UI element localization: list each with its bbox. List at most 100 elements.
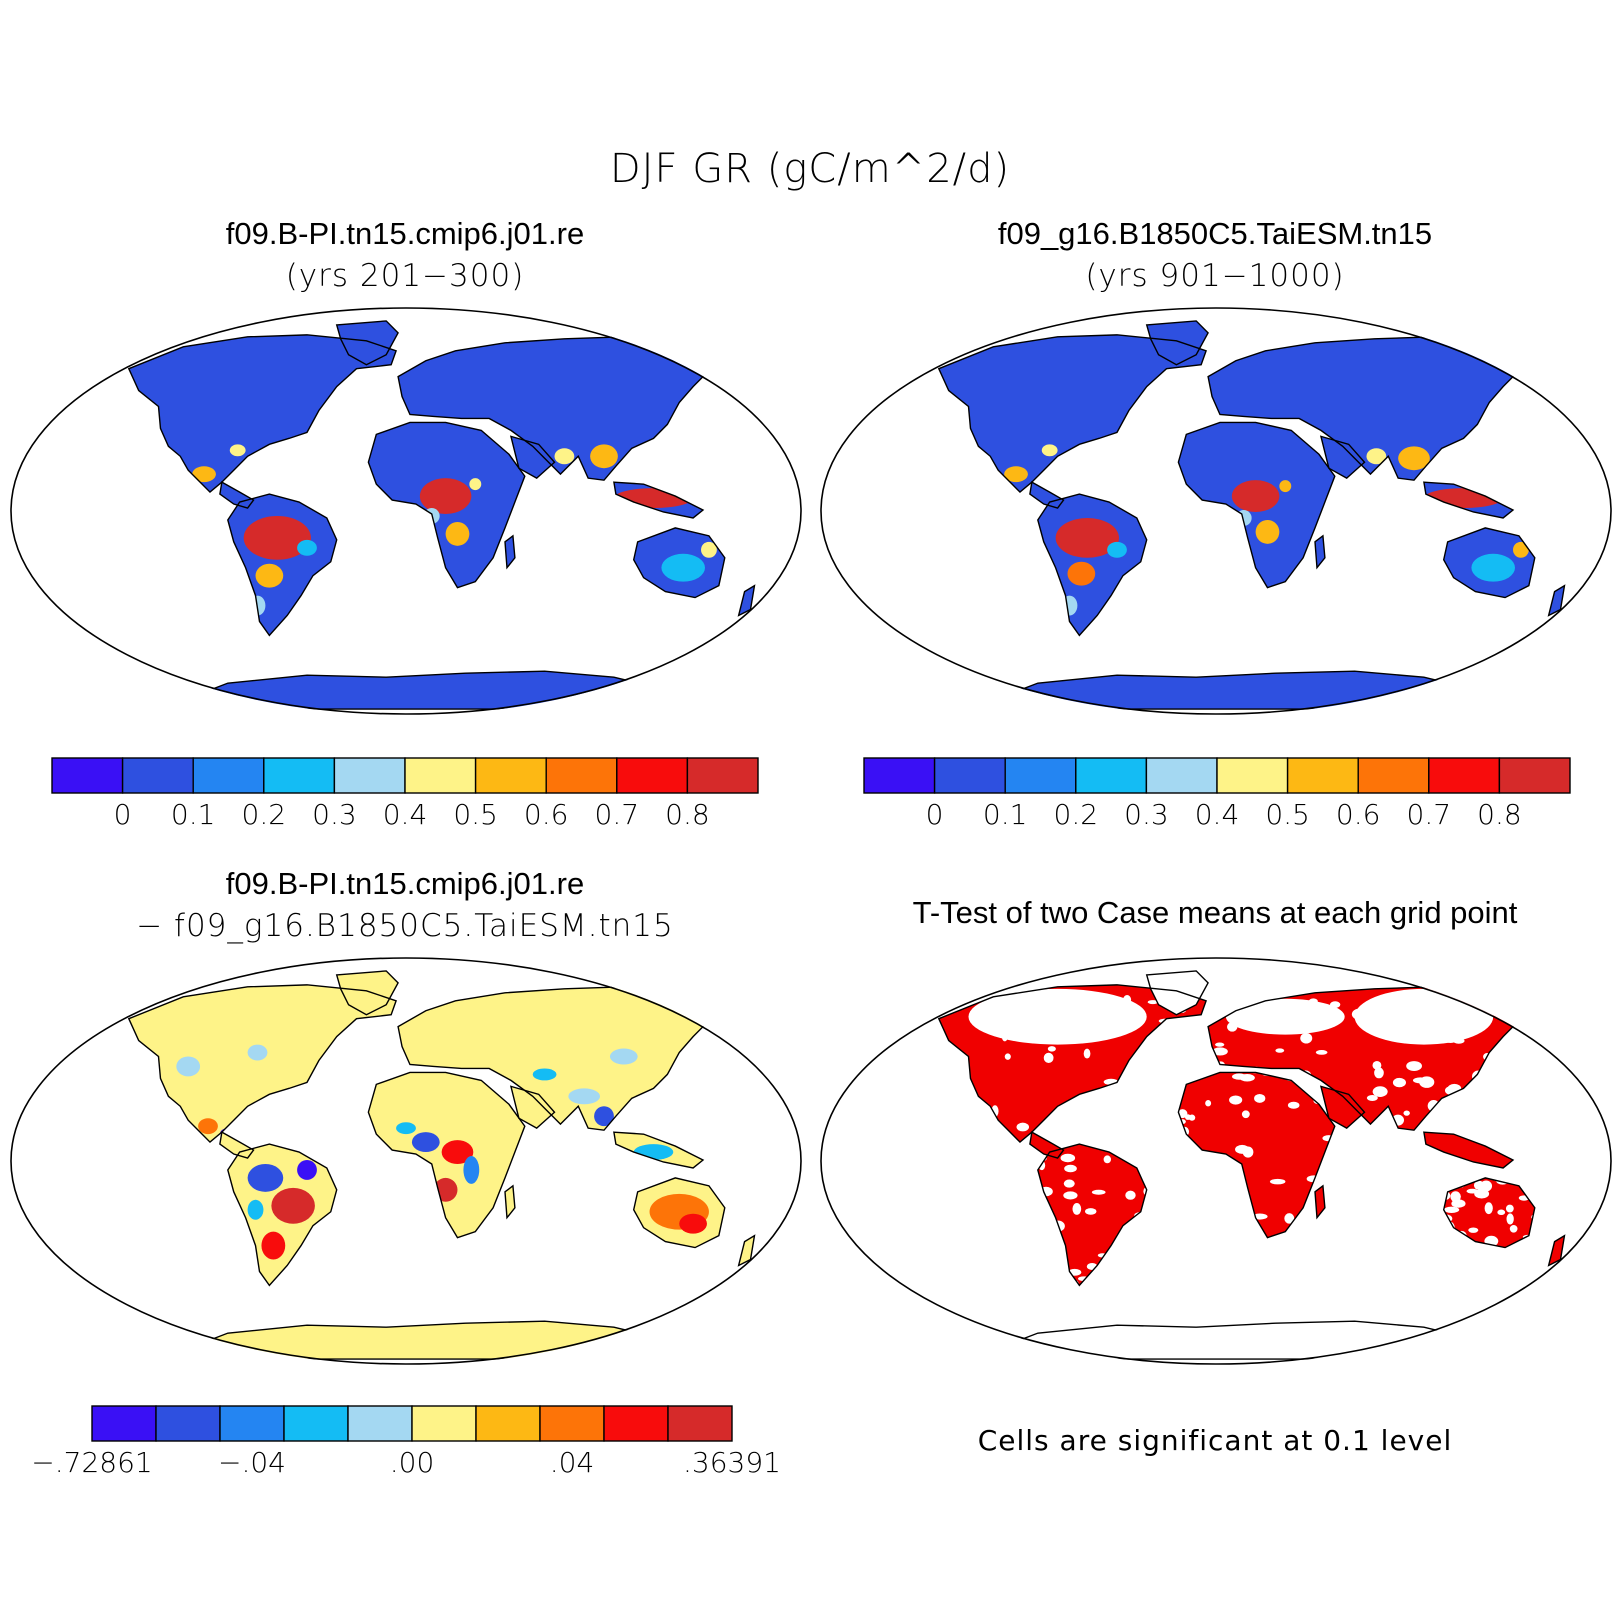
coast-southAmerica bbox=[228, 1144, 337, 1285]
coast-africa bbox=[368, 422, 524, 587]
map-frame-diff bbox=[11, 958, 801, 1364]
nonsig-cell bbox=[968, 988, 1147, 1045]
coast-indonesia bbox=[1424, 1132, 1513, 1168]
land-eurasia bbox=[398, 336, 723, 481]
coast-indonesia bbox=[614, 1132, 703, 1168]
nonsig-cell bbox=[1043, 1052, 1054, 1063]
field-patch bbox=[532, 1068, 557, 1081]
field-patch bbox=[1055, 517, 1119, 558]
panel-title-case1: f09.B-PI.tn15.cmip6.j01.re bbox=[225, 216, 585, 251]
land-arabia bbox=[510, 436, 555, 479]
coast-madagascar bbox=[1315, 536, 1325, 568]
coast-indonesia bbox=[1424, 482, 1513, 518]
field-patch bbox=[445, 521, 470, 546]
nonsig-cell bbox=[1125, 1190, 1136, 1200]
nonsig-cell bbox=[1480, 1180, 1493, 1192]
field-patch bbox=[594, 1106, 614, 1127]
coast-eurasia bbox=[1208, 337, 1533, 480]
field-patch bbox=[1004, 466, 1028, 483]
nonsig-cell bbox=[1064, 1164, 1077, 1173]
field-patch bbox=[229, 444, 246, 457]
colorbar-tick-label: −.72861 bbox=[31, 1446, 152, 1479]
field-patch bbox=[1513, 541, 1529, 558]
nonsig-cell bbox=[1225, 998, 1345, 1035]
nonsig-cell bbox=[1229, 1095, 1243, 1105]
nonsig-cell bbox=[1451, 1199, 1466, 1208]
coast-australia bbox=[1444, 528, 1535, 598]
colorbar-box bbox=[1498, 757, 1571, 794]
colorbar-tick-label: 0.1 bbox=[171, 798, 216, 831]
nonsig-cell bbox=[1354, 988, 1494, 1045]
nonsig-cell bbox=[1403, 1110, 1410, 1116]
colorbar-box bbox=[616, 757, 689, 794]
colorbar-box bbox=[545, 757, 618, 794]
colorbar-tick-label: .04 bbox=[550, 1446, 595, 1479]
field-patch bbox=[441, 1140, 474, 1164]
field-patch bbox=[1231, 480, 1280, 512]
field-patch bbox=[661, 553, 705, 582]
map-case2 bbox=[820, 307, 1612, 715]
coast-southAmerica bbox=[228, 494, 337, 635]
field-patch bbox=[247, 1163, 284, 1192]
colorbar-case1: 0 0.1 0.2 0.3 0.4 0.5 0.6 0.7 0.8 bbox=[51, 757, 759, 831]
nonsig-cell bbox=[1506, 1213, 1514, 1225]
field-patch bbox=[271, 1187, 315, 1224]
map-content-case2 bbox=[820, 307, 1612, 715]
map-frame-case1 bbox=[11, 308, 801, 714]
coast-eurasia bbox=[398, 337, 723, 480]
map-content-case1 bbox=[10, 307, 802, 715]
nonsig-cell bbox=[1419, 1076, 1435, 1088]
land-arabia bbox=[1320, 436, 1365, 479]
map-content-diff bbox=[10, 957, 802, 1365]
coast-greenland bbox=[1147, 971, 1208, 1015]
field-patch bbox=[396, 1122, 416, 1135]
land-africa bbox=[1178, 1072, 1335, 1238]
colorbar-tick-label: 0.5 bbox=[1265, 798, 1310, 831]
colorbar-box bbox=[333, 757, 406, 794]
panel-title-diff: f09.B-PI.tn15.cmip6.j01.re bbox=[225, 866, 585, 901]
nonsig-cell bbox=[1241, 1110, 1250, 1119]
ttest-caption: Cells are significant at 0.1 level bbox=[977, 1424, 1453, 1457]
coast-northAmerica bbox=[129, 335, 396, 492]
field-patch bbox=[198, 1118, 218, 1135]
field-eurasia bbox=[1366, 446, 1430, 471]
colorbar-tick-label: 0.2 bbox=[1054, 798, 1099, 831]
land-indonesia bbox=[1423, 1132, 1513, 1168]
field-patch bbox=[176, 1056, 201, 1077]
colorbar-tick-label: 0.8 bbox=[1477, 798, 1522, 831]
field-patch bbox=[1471, 553, 1515, 582]
colorbar-tick-label: 0.7 bbox=[1407, 798, 1452, 831]
colorbar-tick-label: 0.4 bbox=[383, 798, 428, 831]
coast-greenland bbox=[337, 971, 398, 1015]
field-patch bbox=[1398, 446, 1430, 471]
colorbar-tick-label: 0.3 bbox=[1124, 798, 1169, 831]
colorbar-box bbox=[863, 757, 936, 794]
nonsig-cell bbox=[1284, 1213, 1295, 1224]
colorbar-tick-label: .00 bbox=[390, 1446, 435, 1479]
colorbar-box bbox=[539, 1405, 605, 1442]
colorbar-case2: 0 0.1 0.2 0.3 0.4 0.5 0.6 0.7 0.8 bbox=[863, 757, 1571, 831]
nonsig-cell bbox=[1004, 1053, 1011, 1060]
field-patch bbox=[247, 1199, 264, 1220]
field-patch bbox=[261, 1231, 286, 1260]
coast-australia bbox=[634, 1178, 725, 1248]
field-patch bbox=[411, 1132, 440, 1153]
colorbar-box bbox=[1004, 757, 1077, 794]
colorbar-box bbox=[686, 757, 759, 794]
nonsig-cell bbox=[1300, 1032, 1313, 1044]
field-patch bbox=[297, 1160, 317, 1180]
map-diff bbox=[10, 957, 802, 1365]
nonsig-cell bbox=[1083, 1048, 1091, 1059]
field-patch bbox=[243, 515, 311, 560]
colorbar-tick-label: 0 bbox=[114, 798, 132, 831]
field-patch bbox=[1067, 561, 1096, 586]
coast-northAmerica bbox=[939, 985, 1206, 1142]
colorbar-tick-label: 0.6 bbox=[524, 798, 569, 831]
colorbar-tick-label: 0.1 bbox=[983, 798, 1028, 831]
panel-subtitle-case2: (yrs 901−1000) bbox=[1085, 258, 1345, 294]
field-patch bbox=[1041, 444, 1058, 457]
field-patch bbox=[419, 478, 472, 514]
colorbar-box bbox=[1216, 757, 1289, 794]
coast-arabia bbox=[1321, 436, 1365, 478]
